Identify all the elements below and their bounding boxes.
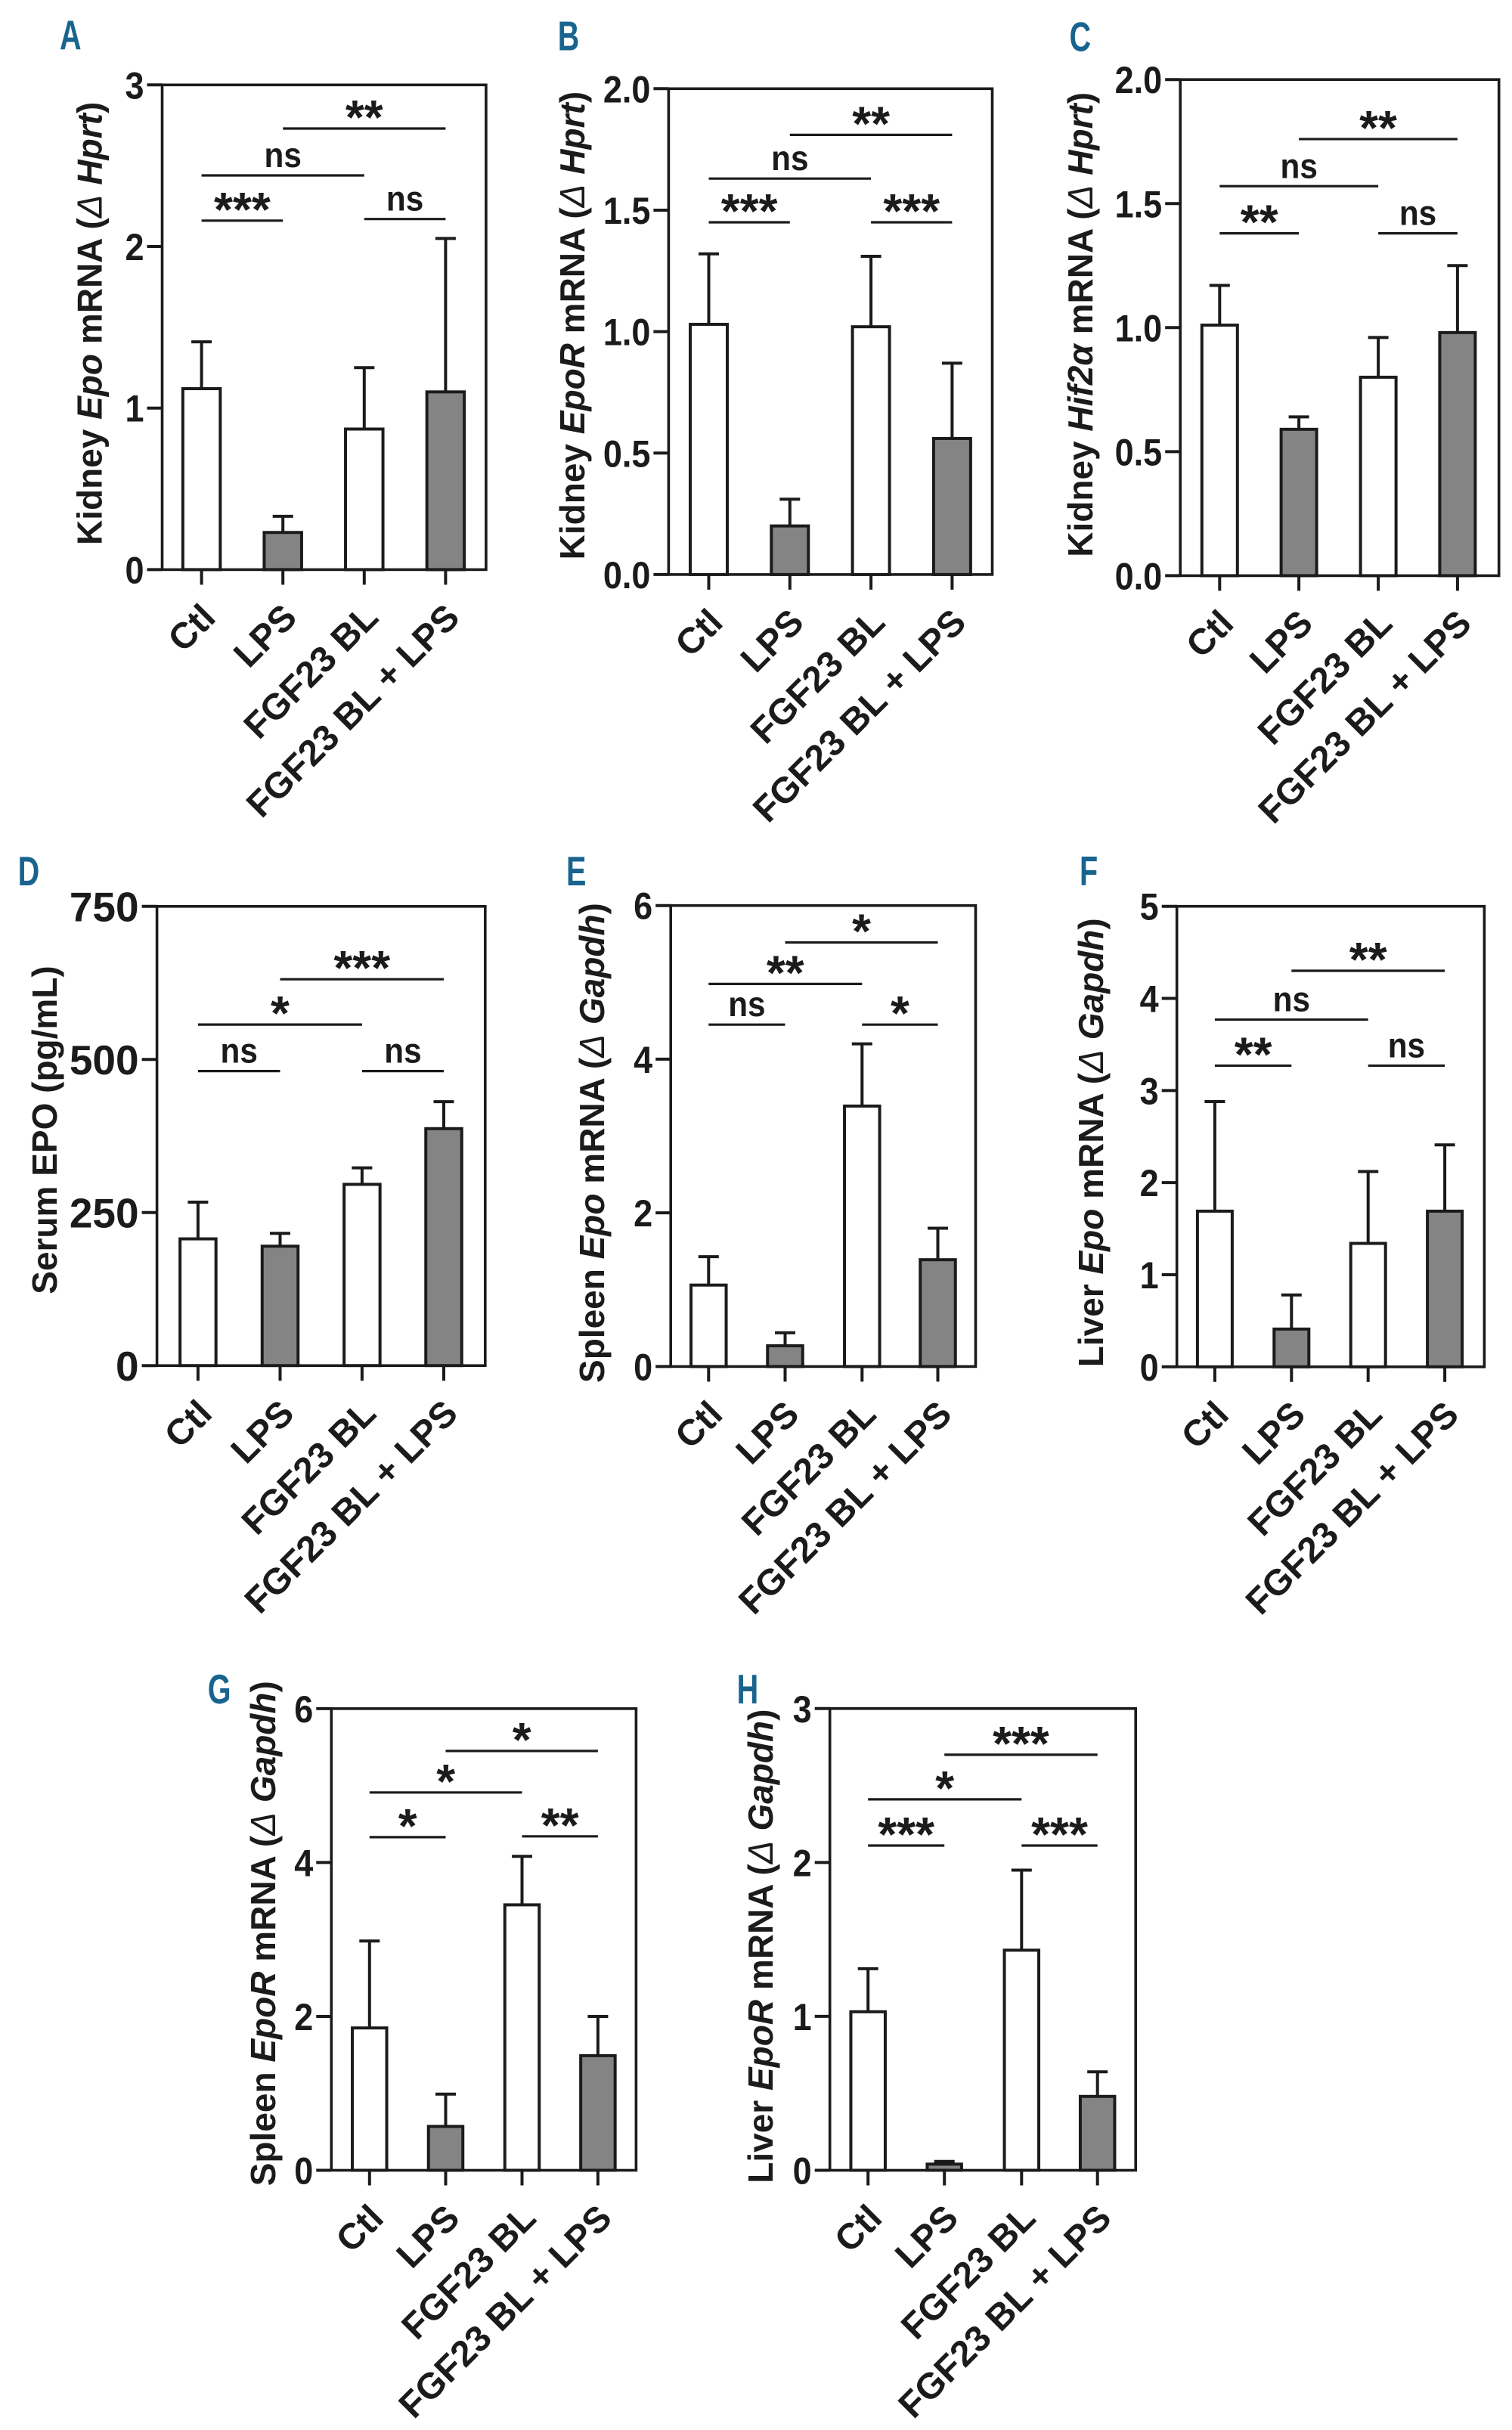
svg-text:E: E	[566, 849, 586, 895]
svg-text:**: **	[1235, 1027, 1272, 1081]
svg-text:ns: ns	[386, 180, 423, 219]
svg-text:ns: ns	[771, 140, 808, 178]
svg-text:Liver EpoR mRNA (Δ Gapdh): Liver EpoR mRNA (Δ Gapdh)	[741, 1709, 780, 2184]
svg-text:*: *	[891, 986, 909, 1040]
svg-text:1: 1	[125, 389, 144, 431]
svg-text:Liver Epo mRNA (Δ Gapdh): Liver Epo mRNA (Δ Gapdh)	[1071, 918, 1111, 1367]
svg-text:ns: ns	[1388, 1027, 1425, 1065]
svg-text:*: *	[935, 1761, 954, 1815]
svg-text:G: G	[208, 1667, 231, 1713]
svg-text:0: 0	[793, 2150, 812, 2193]
svg-text:1.5: 1.5	[1115, 184, 1163, 226]
svg-text:**: **	[541, 1798, 579, 1852]
svg-text:2.0: 2.0	[603, 69, 651, 111]
svg-text:**: **	[1241, 195, 1278, 250]
svg-text:3: 3	[1140, 1071, 1159, 1113]
svg-text:500: 500	[70, 1037, 139, 1083]
svg-text:*: *	[513, 1712, 531, 1767]
svg-text:Serum EPO (pg/mL): Serum EPO (pg/mL)	[25, 965, 64, 1294]
svg-text:Kidney Epo mRNA (Δ Hprt): Kidney Epo mRNA (Δ Hprt)	[70, 102, 109, 545]
svg-text:0: 0	[116, 1343, 139, 1390]
svg-text:0: 0	[1140, 1347, 1159, 1390]
svg-text:Kidney Hif2α mRNA (Δ Hprt): Kidney Hif2α mRNA (Δ Hprt)	[1061, 92, 1100, 557]
svg-text:2: 2	[125, 227, 144, 269]
svg-text:*: *	[271, 986, 290, 1040]
svg-text:ns: ns	[1281, 147, 1318, 186]
svg-text:6: 6	[634, 886, 652, 928]
svg-text:Spleen EpoR mRNA (Δ Gapdh): Spleen EpoR mRNA (Δ Gapdh)	[243, 1681, 283, 2186]
svg-text:*: *	[852, 904, 871, 958]
svg-text:1.5: 1.5	[603, 191, 651, 233]
svg-text:6: 6	[294, 1689, 313, 1731]
svg-text:4: 4	[294, 1843, 314, 1885]
svg-text:A: A	[60, 13, 82, 59]
svg-text:3: 3	[125, 65, 144, 107]
svg-text:***: ***	[993, 1716, 1049, 1771]
svg-text:***: ***	[214, 182, 271, 237]
svg-text:0: 0	[125, 550, 144, 592]
svg-text:2: 2	[294, 1997, 313, 2039]
svg-text:0.5: 0.5	[603, 433, 651, 476]
svg-text:ns: ns	[384, 1032, 421, 1071]
svg-text:***: ***	[333, 941, 390, 995]
svg-text:H: H	[737, 1667, 759, 1713]
svg-text:250: 250	[70, 1190, 139, 1237]
svg-text:C: C	[1070, 14, 1092, 60]
svg-text:0.5: 0.5	[1115, 432, 1163, 474]
svg-text:ns: ns	[728, 986, 765, 1024]
svg-text:5: 5	[1140, 887, 1159, 929]
svg-text:**: **	[852, 96, 890, 150]
svg-text:4: 4	[634, 1040, 653, 1082]
svg-text:1: 1	[1140, 1255, 1159, 1297]
svg-text:ns: ns	[265, 136, 302, 175]
svg-text:F: F	[1080, 849, 1098, 895]
svg-text:**: **	[345, 90, 383, 144]
svg-text:D: D	[18, 849, 40, 895]
svg-text:Kidney EpoR mRNA (Δ Hprt): Kidney EpoR mRNA (Δ Hprt)	[553, 91, 592, 560]
svg-text:750: 750	[70, 884, 139, 931]
svg-text:2: 2	[1140, 1163, 1159, 1205]
svg-text:***: ***	[878, 1807, 934, 1861]
svg-text:**: **	[1359, 101, 1397, 155]
svg-text:*: *	[398, 1799, 417, 1853]
svg-text:**: **	[1349, 932, 1387, 987]
svg-text:1.0: 1.0	[603, 311, 651, 354]
svg-text:0: 0	[634, 1347, 652, 1389]
svg-text:***: ***	[883, 184, 940, 238]
svg-text:***: ***	[721, 184, 778, 238]
svg-text:0.0: 0.0	[603, 555, 651, 597]
svg-text:ns: ns	[1399, 194, 1436, 233]
svg-text:0.0: 0.0	[1115, 556, 1163, 598]
svg-text:3: 3	[793, 1689, 812, 1731]
svg-text:1.0: 1.0	[1115, 308, 1163, 350]
svg-text:4: 4	[1140, 978, 1160, 1021]
svg-text:Spleen Epo mRNA (Δ Gapdh): Spleen Epo mRNA (Δ Gapdh)	[572, 903, 612, 1383]
svg-text:2: 2	[793, 1843, 812, 1885]
svg-text:0: 0	[294, 2150, 313, 2193]
svg-text:ns: ns	[221, 1032, 258, 1071]
svg-text:2.0: 2.0	[1115, 60, 1163, 102]
svg-text:*: *	[436, 1754, 455, 1809]
svg-text:2: 2	[634, 1193, 652, 1235]
svg-text:ns: ns	[1273, 981, 1310, 1019]
svg-text:**: **	[767, 945, 804, 1000]
svg-text:1: 1	[793, 1997, 812, 2039]
svg-text:***: ***	[1031, 1807, 1088, 1861]
svg-text:B: B	[558, 14, 580, 60]
